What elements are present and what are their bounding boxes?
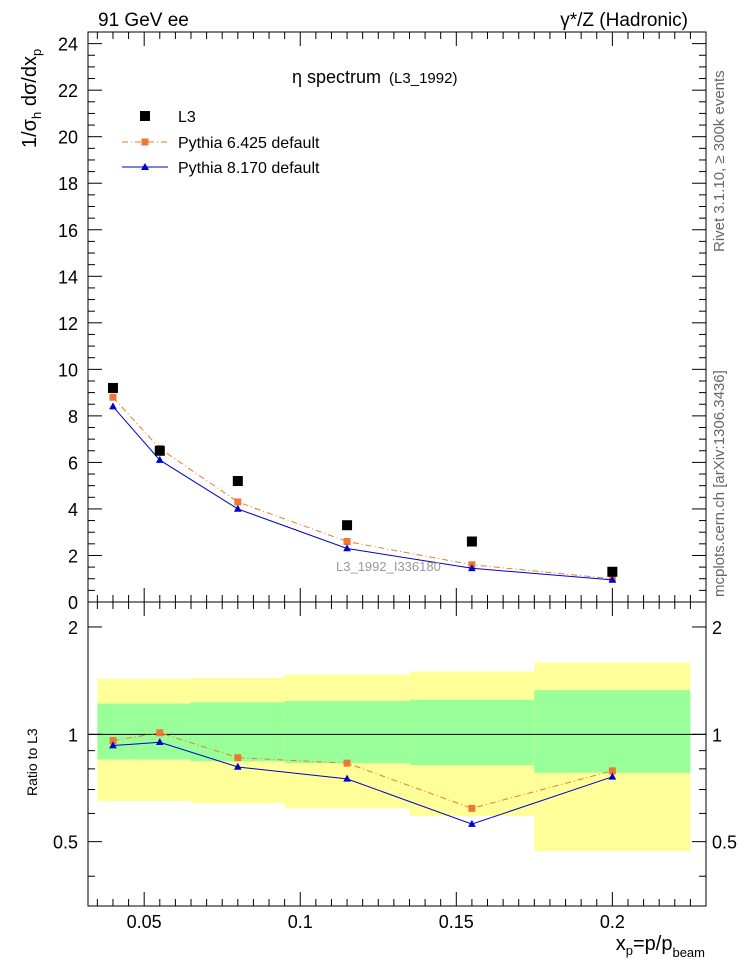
ratio-frame — [87, 601, 707, 907]
data-point — [232, 476, 243, 487]
y-tick-label: 8 — [68, 407, 78, 427]
ratio-panel: 0.05 0.1 0.15 0.2 0.5 0.5 1 1 2 2 — [53, 601, 737, 932]
y-tick-label: 2 — [68, 618, 78, 638]
y-tick-label: 0 — [68, 593, 78, 613]
main-ylabel: 1/σh dσ/dxp — [19, 49, 44, 148]
data-point — [342, 520, 353, 531]
data-point — [608, 767, 616, 775]
y-tick-label: 22 — [58, 81, 78, 101]
legend-marker — [141, 138, 149, 146]
y-tick-label: 16 — [58, 221, 78, 241]
y-tick-label: 6 — [68, 453, 78, 473]
data-point — [233, 504, 242, 512]
data-point — [343, 774, 351, 782]
y-tick-label-right: 1 — [712, 725, 722, 745]
y-tick-label: 2 — [68, 546, 78, 566]
header-left: 91 GeV ee — [98, 10, 189, 31]
data-point — [154, 445, 165, 456]
data-point — [107, 382, 118, 393]
y-tick-label: 24 — [58, 35, 78, 55]
side-text-upper: Rivet 3.1.10, ≥ 300k events — [711, 70, 728, 252]
data-point — [468, 819, 476, 827]
series-line — [112, 406, 613, 581]
x-tick-label: 0.1 — [288, 912, 313, 932]
y-tick-label: 12 — [58, 314, 78, 334]
data-point — [109, 737, 117, 745]
data-point — [155, 455, 164, 463]
green-band — [284, 701, 410, 764]
data-point — [233, 762, 242, 770]
ratio-xlabel: xp=p/pbeam — [616, 933, 705, 960]
data-point — [468, 564, 476, 572]
legend-marker — [140, 111, 150, 121]
x-tick-label: 0.15 — [439, 912, 474, 932]
series-line — [112, 396, 613, 580]
data-point — [234, 754, 242, 762]
y-tick-label: 18 — [58, 174, 78, 194]
data-point — [109, 393, 117, 401]
data-point — [468, 804, 476, 812]
y-tick-label: 1 — [68, 725, 78, 745]
data-point — [109, 402, 117, 410]
data-point — [466, 536, 477, 547]
series-line — [112, 732, 613, 809]
green-band — [409, 699, 535, 766]
data-point — [608, 772, 617, 780]
legend-label: Pythia 8.170 default — [178, 160, 320, 177]
y-tick-label: 10 — [58, 360, 78, 380]
side-text-lower: mcplots.cern.ch [arXiv:1306.3436] — [711, 370, 728, 597]
data-point — [343, 544, 351, 552]
data-point — [155, 738, 164, 746]
green-band — [191, 702, 285, 762]
main-title-text: η spectrum — [292, 67, 381, 87]
data-point — [343, 538, 351, 546]
data-point — [156, 729, 164, 737]
watermark: L3_1992_I336180 — [336, 559, 441, 574]
x-tick-label: 0.05 — [127, 912, 162, 932]
legend-label: Pythia 6.425 default — [178, 135, 320, 152]
ratio-ylabel: Ratio to L3 — [24, 728, 40, 796]
x-tick-label: 0.2 — [600, 912, 625, 932]
data-point — [343, 759, 351, 767]
data-point — [607, 566, 618, 577]
legend-label: L3 — [178, 109, 196, 126]
green-band — [534, 690, 691, 773]
data-point — [234, 498, 242, 506]
legend-marker — [141, 163, 149, 170]
data-point — [608, 575, 617, 583]
series-line — [112, 741, 613, 825]
data-point — [109, 741, 117, 749]
y-tick-label-right: 0.5 — [712, 833, 737, 853]
header-right: γ*/Z (Hadronic) — [560, 10, 688, 31]
main-subtitle: (L3_1992) — [389, 70, 457, 87]
y-tick-label: 20 — [58, 128, 78, 148]
green-band — [97, 703, 129, 760]
main-title: η spectrum (L3_1992) — [292, 67, 457, 87]
y-tick-label-right: 2 — [712, 618, 722, 638]
y-tick-label: 4 — [68, 500, 78, 520]
y-tick-label: 14 — [58, 267, 78, 287]
y-tick-label: 0.5 — [53, 833, 78, 853]
